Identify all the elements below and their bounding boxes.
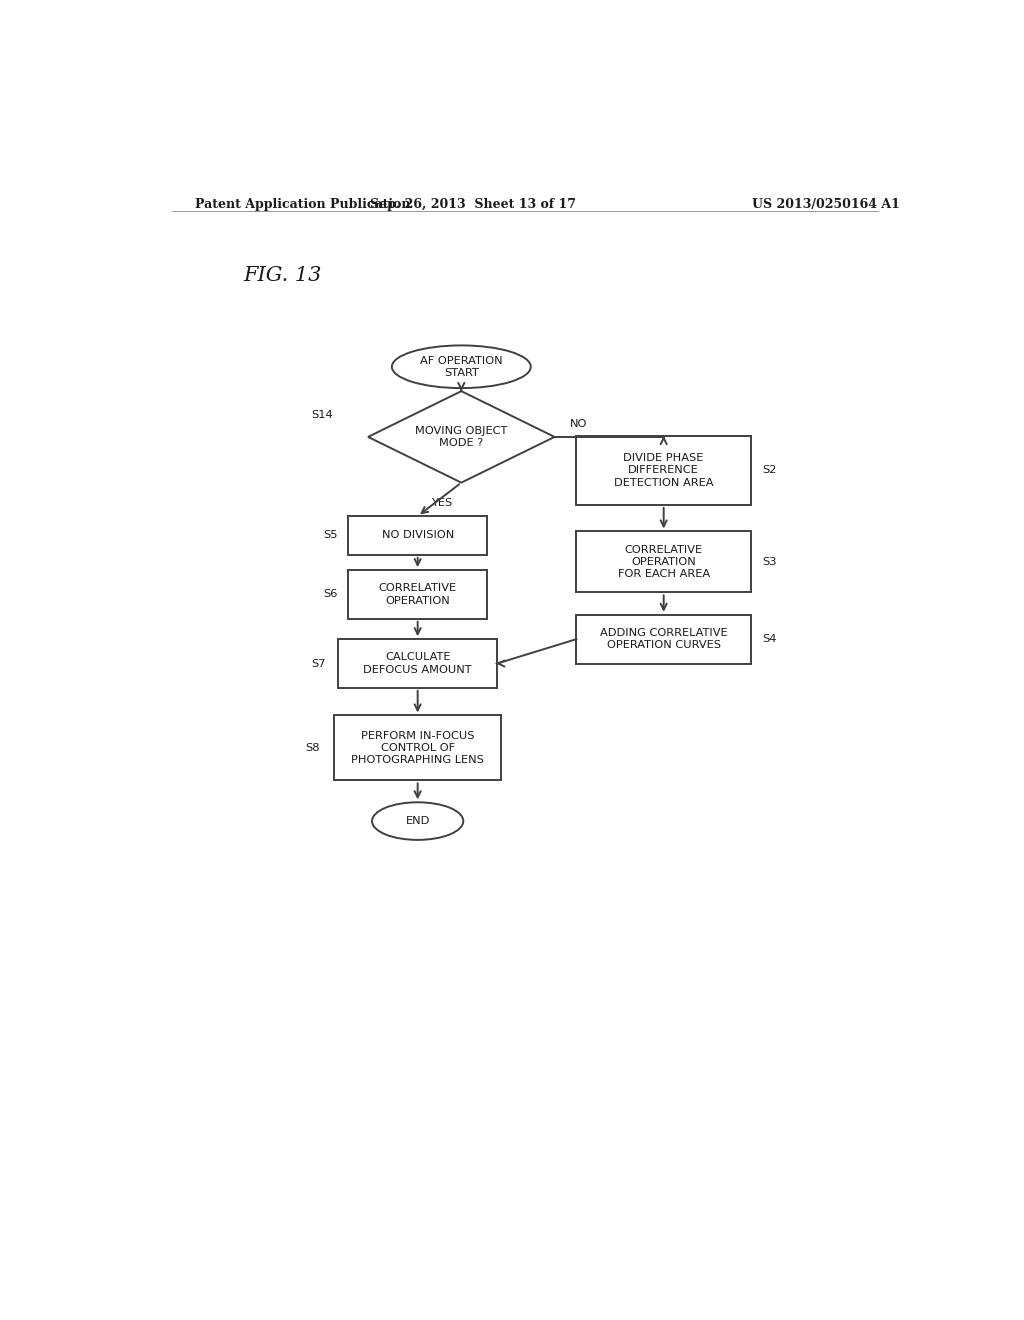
Text: S3: S3 xyxy=(762,557,776,566)
Text: S2: S2 xyxy=(762,466,776,475)
Text: S8: S8 xyxy=(305,743,321,752)
Text: US 2013/0250164 A1: US 2013/0250164 A1 xyxy=(753,198,900,211)
Text: CORRELATIVE
OPERATION
FOR EACH AREA: CORRELATIVE OPERATION FOR EACH AREA xyxy=(617,545,710,579)
Text: NO DIVISION: NO DIVISION xyxy=(382,531,454,540)
Text: PERFORM IN-FOCUS
CONTROL OF
PHOTOGRAPHING LENS: PERFORM IN-FOCUS CONTROL OF PHOTOGRAPHIN… xyxy=(351,730,484,766)
Text: S14: S14 xyxy=(311,409,333,420)
Text: YES: YES xyxy=(431,498,453,508)
Text: S5: S5 xyxy=(324,531,338,540)
Text: FIG. 13: FIG. 13 xyxy=(243,265,322,285)
Text: NO: NO xyxy=(569,418,587,429)
Text: CORRELATIVE
OPERATION: CORRELATIVE OPERATION xyxy=(379,583,457,606)
Text: Patent Application Publication: Patent Application Publication xyxy=(196,198,411,211)
Text: END: END xyxy=(406,816,430,826)
Text: S7: S7 xyxy=(311,659,326,668)
Text: CALCULATE
DEFOCUS AMOUNT: CALCULATE DEFOCUS AMOUNT xyxy=(364,652,472,675)
Text: MOVING OBJECT
MODE ?: MOVING OBJECT MODE ? xyxy=(415,425,508,447)
Text: ADDING CORRELATIVE
OPERATION CURVES: ADDING CORRELATIVE OPERATION CURVES xyxy=(600,628,727,651)
Text: S4: S4 xyxy=(762,634,776,644)
Text: DIVIDE PHASE
DIFFERENCE
DETECTION AREA: DIVIDE PHASE DIFFERENCE DETECTION AREA xyxy=(614,453,714,488)
Text: S6: S6 xyxy=(324,590,338,599)
Text: Sep. 26, 2013  Sheet 13 of 17: Sep. 26, 2013 Sheet 13 of 17 xyxy=(371,198,577,211)
Text: AF OPERATION
START: AF OPERATION START xyxy=(420,355,503,378)
